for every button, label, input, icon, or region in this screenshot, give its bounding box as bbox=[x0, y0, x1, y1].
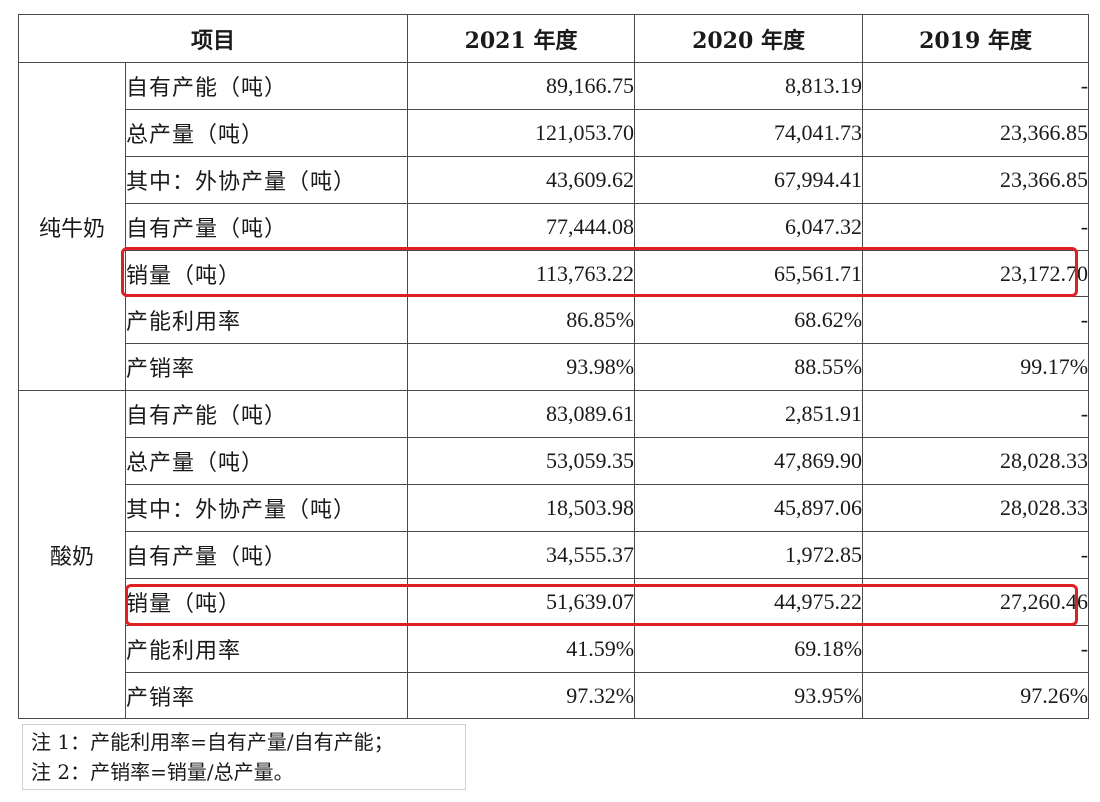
table-row: 销量（吨） 113,763.22 65,561.71 23,172.70 bbox=[19, 249, 1090, 298]
cell-2019: - bbox=[862, 530, 1090, 579]
cell-2019: 23,172.70 bbox=[862, 249, 1090, 298]
cell-2021: 89,166.75 bbox=[407, 62, 636, 110]
table-row: 产销率 93.98% 88.55% 99.17% bbox=[19, 343, 1090, 392]
cell-2020: 8,813.19 bbox=[634, 62, 864, 110]
cell-2019: - bbox=[862, 202, 1090, 251]
cell-2021: 86.85% bbox=[407, 296, 636, 345]
cell-2019: - bbox=[862, 624, 1090, 673]
cell-2019: - bbox=[862, 296, 1090, 345]
row-label: 总产量（吨） bbox=[124, 437, 409, 486]
footnote-2: 注 2：产销率=销量/总产量。 bbox=[31, 760, 294, 784]
cell-2019: - bbox=[862, 390, 1090, 439]
cell-2020: 45,897.06 bbox=[634, 484, 864, 532]
table-row: 产销率 97.32% 93.95% 97.26% bbox=[19, 671, 1090, 720]
footnotes: 注 1：产能利用率=自有产量/自有产能； 注 2：产销率=销量/总产量。 bbox=[22, 724, 466, 790]
header-2020: 2020 年度 bbox=[634, 14, 864, 63]
table-row: 产能利用率 86.85% 68.62% - bbox=[19, 296, 1090, 345]
row-label: 其中：外协产量（吨） bbox=[124, 484, 409, 532]
cell-2020: 6,047.32 bbox=[634, 202, 864, 251]
table-row: 纯牛奶 自有产能（吨） 89,166.75 8,813.19 - bbox=[18, 61, 1090, 392]
cell-2019: 99.17% bbox=[862, 343, 1090, 392]
row-label: 自有产能（吨） bbox=[124, 390, 409, 439]
cell-2019: 97.26% bbox=[862, 671, 1090, 720]
row-label: 产能利用率 bbox=[124, 624, 409, 673]
highlight-box-yogurt-sales bbox=[125, 584, 1078, 626]
header-2021: 2021 年度 bbox=[407, 14, 636, 63]
cell-2020: 74,041.73 bbox=[634, 108, 864, 157]
table-row: 自有产量（吨） 77,444.08 6,047.32 - bbox=[19, 202, 1090, 251]
table-header-row: 项目 2021 年度 2020 年度 2019 年度 bbox=[17, 14, 1090, 63]
row-label: 自有产量（吨） bbox=[124, 530, 409, 579]
cell-2019: 28,028.33 bbox=[862, 484, 1090, 532]
cell-2021: 34,555.37 bbox=[407, 530, 636, 579]
cell-2020: 2,851.91 bbox=[634, 390, 864, 439]
cell-2021: 53,059.35 bbox=[407, 437, 636, 486]
table-row: 总产量（吨） 121,053.70 74,041.73 23,366.85 bbox=[19, 108, 1090, 157]
cell-2020: 93.95% bbox=[634, 671, 864, 720]
row-label: 总产量（吨） bbox=[124, 108, 409, 157]
cell-2019: 28,028.33 bbox=[862, 437, 1090, 486]
header-item: 项目 bbox=[17, 14, 409, 63]
cell-2021: 97.32% bbox=[407, 671, 636, 720]
cell-2020: 1,972.85 bbox=[634, 530, 864, 579]
row-label: 产能利用率 bbox=[124, 296, 409, 345]
cell-2021: 41.59% bbox=[407, 624, 636, 673]
cell-2020: 47,869.90 bbox=[634, 437, 864, 486]
row-label: 自有产量（吨） bbox=[124, 202, 409, 251]
cell-2019: - bbox=[862, 62, 1090, 110]
cell-2020: 88.55% bbox=[634, 343, 864, 392]
table-row: 其中：外协产量（吨） 18,503.98 45,897.06 28,028.33 bbox=[19, 484, 1090, 532]
table-row: 其中：外协产量（吨） 43,609.62 67,994.41 23,366.85 bbox=[19, 155, 1090, 204]
cell-2020: 67,994.41 bbox=[634, 155, 864, 204]
cell-2020: 68.62% bbox=[634, 296, 864, 345]
table-row: 总产量（吨） 53,059.35 47,869.90 28,028.33 bbox=[19, 437, 1090, 486]
cell-2020: 69.18% bbox=[634, 624, 864, 673]
cell-2021: 43,609.62 bbox=[407, 155, 636, 204]
table-row: 产能利用率 41.59% 69.18% - bbox=[19, 624, 1090, 673]
cell-2021: 93.98% bbox=[407, 343, 636, 392]
group-name-pure-milk: 纯牛奶 bbox=[18, 61, 126, 392]
cell-2021: 83,089.61 bbox=[407, 390, 636, 439]
table-row: 自有产量（吨） 34,555.37 1,972.85 - bbox=[19, 530, 1090, 579]
cell-2019: 23,366.85 bbox=[862, 108, 1090, 157]
row-label: 自有产能（吨） bbox=[124, 62, 409, 110]
cell-2021: 18,503.98 bbox=[407, 484, 636, 532]
table-row: 酸奶 自有产能（吨） 83,089.61 2,851.91 - bbox=[18, 390, 1090, 720]
row-label: 销量（吨） bbox=[124, 249, 409, 298]
cell-2021: 121,053.70 bbox=[407, 108, 636, 157]
row-label: 产销率 bbox=[124, 671, 409, 720]
production-sales-table: 项目 2021 年度 2020 年度 2019 年度 纯牛奶 自有产能（吨） 8… bbox=[17, 14, 1090, 720]
footnote-1: 注 1：产能利用率=自有产量/自有产能； bbox=[31, 730, 394, 754]
cell-2020: 65,561.71 bbox=[634, 249, 864, 298]
cell-2021: 77,444.08 bbox=[407, 202, 636, 251]
row-label: 其中：外协产量（吨） bbox=[124, 155, 409, 204]
cell-2019: 23,366.85 bbox=[862, 155, 1090, 204]
group-name-yogurt: 酸奶 bbox=[18, 390, 126, 720]
row-label: 产销率 bbox=[124, 343, 409, 392]
highlight-box-pure-milk-sales bbox=[121, 247, 1078, 297]
header-2019: 2019 年度 bbox=[862, 14, 1090, 63]
cell-2021: 113,763.22 bbox=[407, 249, 636, 298]
